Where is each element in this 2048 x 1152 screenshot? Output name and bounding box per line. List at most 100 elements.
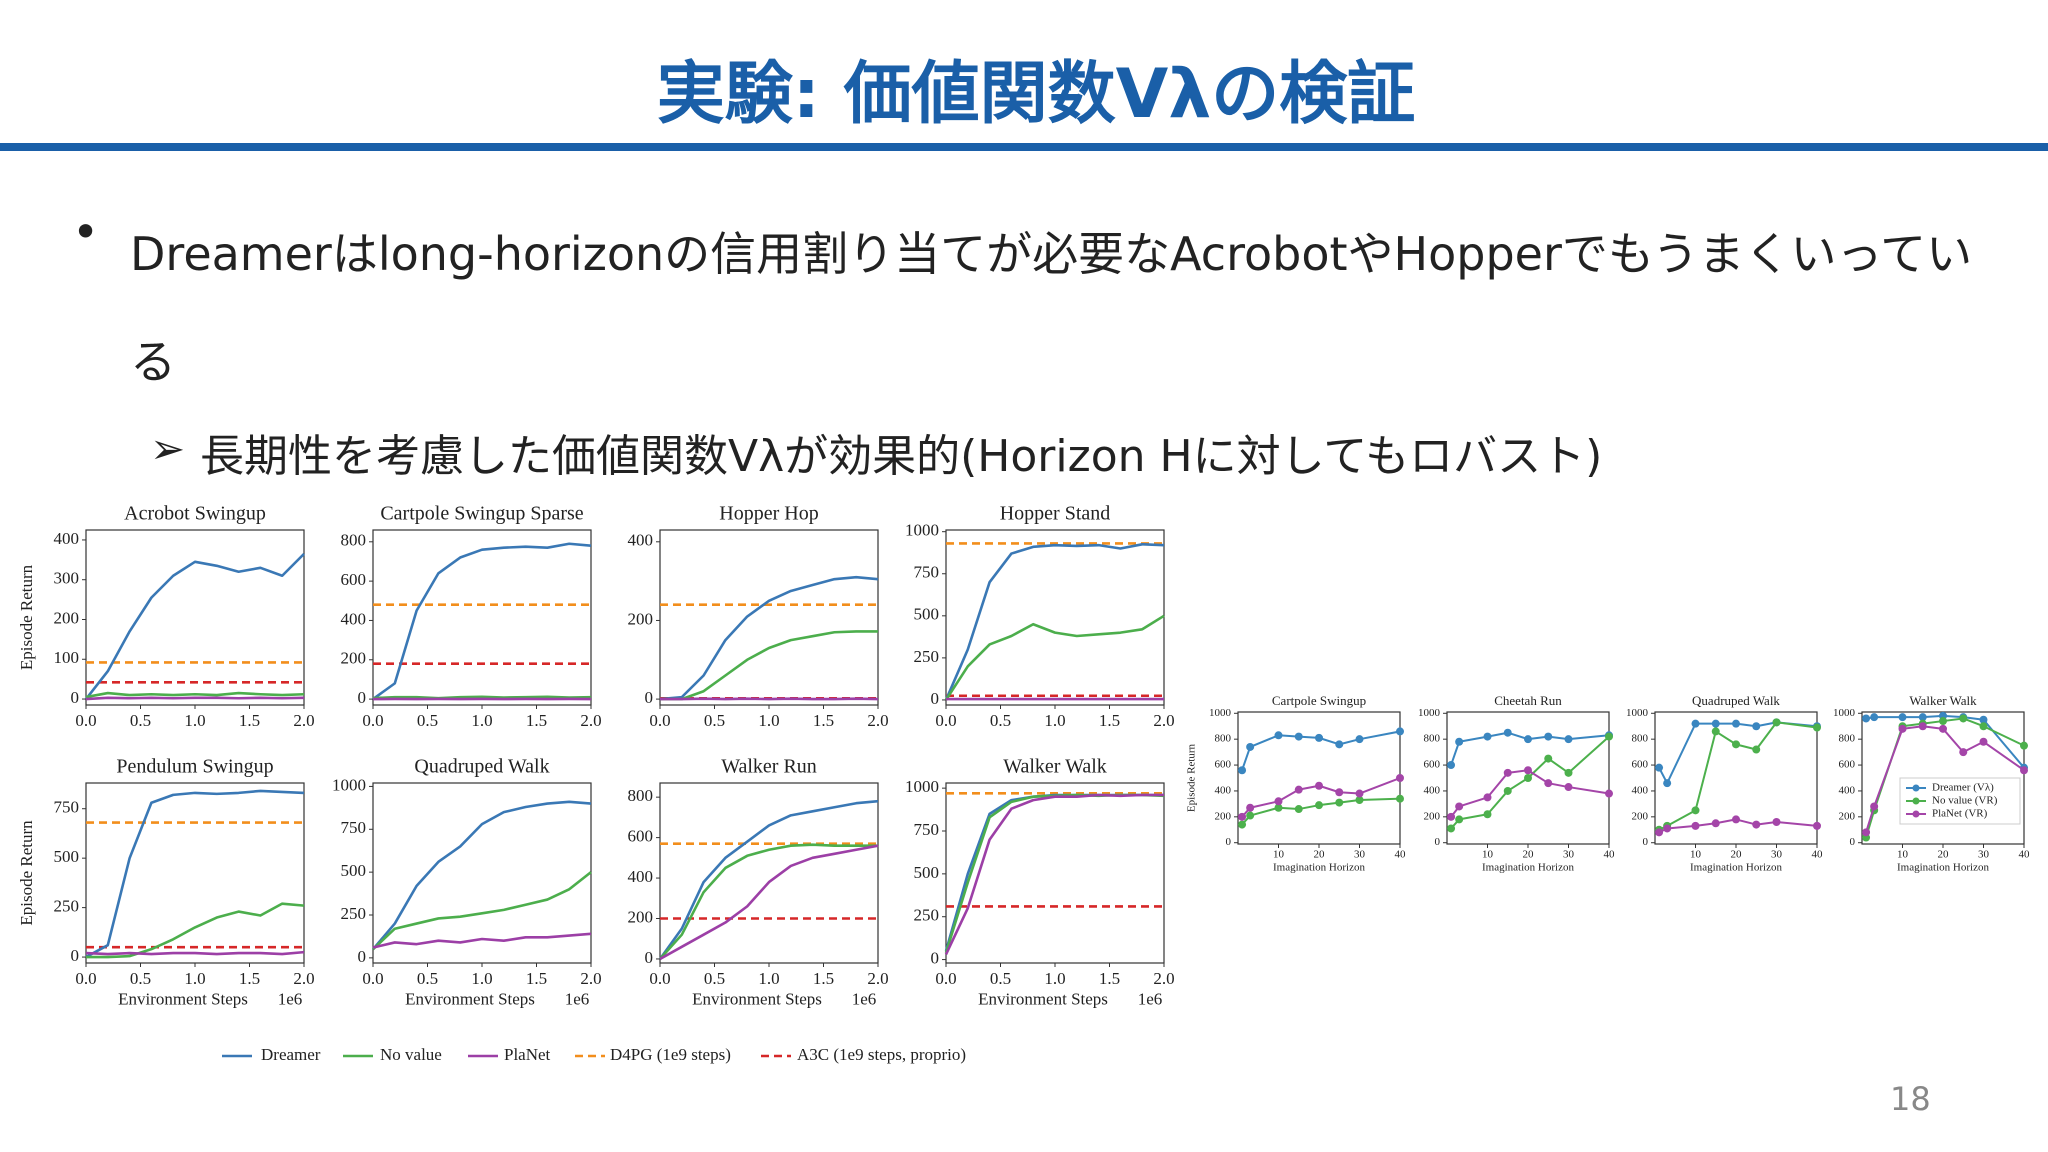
series-marker: [1238, 812, 1247, 821]
series-marker: [1238, 766, 1247, 775]
y-tick-label: 400: [54, 529, 80, 548]
chart-title: Walker Walk: [1909, 693, 1977, 708]
y-tick-label: 1000: [332, 775, 366, 794]
x-axis-label: Environment Steps: [118, 989, 248, 1008]
series-marker: [1711, 819, 1720, 828]
x-tick-label: 1.0: [758, 711, 779, 730]
series-marker: [1447, 812, 1456, 821]
chart-title: Walker Walk: [1003, 756, 1107, 778]
series-line: [85, 696, 305, 701]
series-marker: [1898, 724, 1907, 733]
slide-title: 実験: 価値関数Vλの検証: [656, 55, 1416, 134]
chart-title: Cartpole Swingup: [1272, 693, 1366, 708]
legend-label: A3C (1e9 steps, proprio): [797, 1045, 966, 1064]
series-marker: [1544, 732, 1553, 741]
series-marker: [1315, 801, 1323, 810]
plot-frame: [1237, 711, 1401, 845]
y-tick-label: 750: [914, 820, 940, 839]
x-tick-label: 20: [1314, 849, 1326, 861]
y-tick-label: 500: [914, 863, 940, 882]
y-tick-label: 600: [1632, 759, 1649, 771]
x-tick-label: 2.0: [293, 969, 314, 988]
series-marker: [1605, 732, 1613, 741]
series-marker: [1939, 724, 1947, 733]
series-marker: [1315, 781, 1323, 790]
y-tick-label: 400: [1632, 784, 1649, 796]
x-offset-label: 1e6: [278, 989, 303, 1008]
y-tick-label: 200: [628, 907, 654, 926]
y-tick-label: 600: [1424, 759, 1441, 771]
x-axis-label: Imagination Horizon: [1690, 862, 1782, 874]
x-tick-label: 40: [1812, 849, 1824, 861]
y-tick-label: 750: [914, 563, 940, 582]
series-marker: [1752, 722, 1761, 731]
x-tick-label: 2.0: [293, 711, 314, 730]
series-marker: [1732, 719, 1740, 728]
x-offset-label: 1e6: [1138, 989, 1163, 1008]
x-tick-label: 30: [1771, 849, 1783, 861]
series-marker: [1455, 802, 1464, 811]
y-tick-label: 400: [628, 867, 654, 886]
y-tick-label: 200: [1632, 810, 1649, 822]
chart-title: Cartpole Swingup Sparse: [380, 503, 583, 525]
series-marker: [1396, 774, 1404, 782]
x-tick-label: 0.5: [130, 969, 151, 988]
series-marker: [1503, 728, 1512, 737]
bullet-marker: •: [72, 205, 100, 259]
y-tick-label: 0: [358, 947, 367, 966]
x-tick-label: 1.5: [526, 969, 547, 988]
chart-title: Pendulum Swingup: [116, 756, 273, 778]
y-tick-label: 800: [628, 786, 654, 805]
series-marker: [1691, 806, 1700, 815]
legend-label: Dreamer: [261, 1045, 321, 1064]
series-marker: [1238, 820, 1247, 829]
x-tick-label: 2.0: [580, 969, 601, 988]
series-marker: [1503, 786, 1512, 795]
series-marker: [2020, 766, 2028, 775]
x-tick-label: 30: [1354, 849, 1366, 861]
series-marker: [1862, 828, 1871, 837]
x-tick-label: 1.0: [758, 969, 779, 988]
y-tick-label: 750: [341, 818, 367, 837]
y-tick-label: 300: [54, 569, 80, 588]
series-marker: [1772, 818, 1781, 826]
x-tick-label: 2.0: [1153, 969, 1174, 988]
x-tick-label: 0.0: [935, 711, 956, 730]
x-tick-label: 0.5: [990, 711, 1011, 730]
y-tick-label: 400: [1215, 784, 1232, 796]
y-tick-label: 0: [645, 948, 654, 967]
series-line: [944, 614, 1165, 701]
series-line: [86, 902, 305, 959]
series-marker: [1691, 719, 1700, 728]
x-tick-label: 30: [1563, 849, 1575, 861]
y-tick-label: 200: [341, 649, 367, 668]
y-tick-label: 800: [1424, 733, 1441, 745]
x-tick-label: 10: [1482, 849, 1494, 861]
legend-marker: [1912, 784, 1920, 792]
series-marker: [2020, 741, 2028, 750]
x-offset-label: 1e6: [565, 989, 590, 1008]
x-tick-label: 10: [1897, 849, 1909, 861]
y-tick-label: 600: [341, 570, 367, 589]
y-tick-label: 600: [1215, 759, 1232, 771]
y-tick-label: 1000: [905, 521, 939, 540]
series-marker: [1605, 789, 1613, 798]
series-marker: [1663, 779, 1672, 788]
y-tick-label: 0: [358, 688, 367, 707]
x-axis-label: Environment Steps: [692, 989, 822, 1008]
series-line: [372, 695, 592, 700]
x-tick-label: 1.0: [1044, 711, 1065, 730]
sub-bullet-marker: ➢: [150, 424, 186, 473]
series-marker: [1732, 740, 1740, 749]
x-tick-label: 1.0: [471, 711, 492, 730]
chart-title: Hopper Stand: [1000, 503, 1111, 525]
series-marker: [1355, 789, 1364, 798]
y-tick-label: 250: [341, 904, 367, 923]
series-marker: [1246, 811, 1255, 820]
x-tick-label: 1.0: [184, 969, 205, 988]
series-marker: [1752, 745, 1761, 754]
series-marker: [1939, 717, 1947, 726]
x-tick-label: 1.5: [1099, 711, 1120, 730]
y-tick-label: 0: [1435, 836, 1441, 848]
